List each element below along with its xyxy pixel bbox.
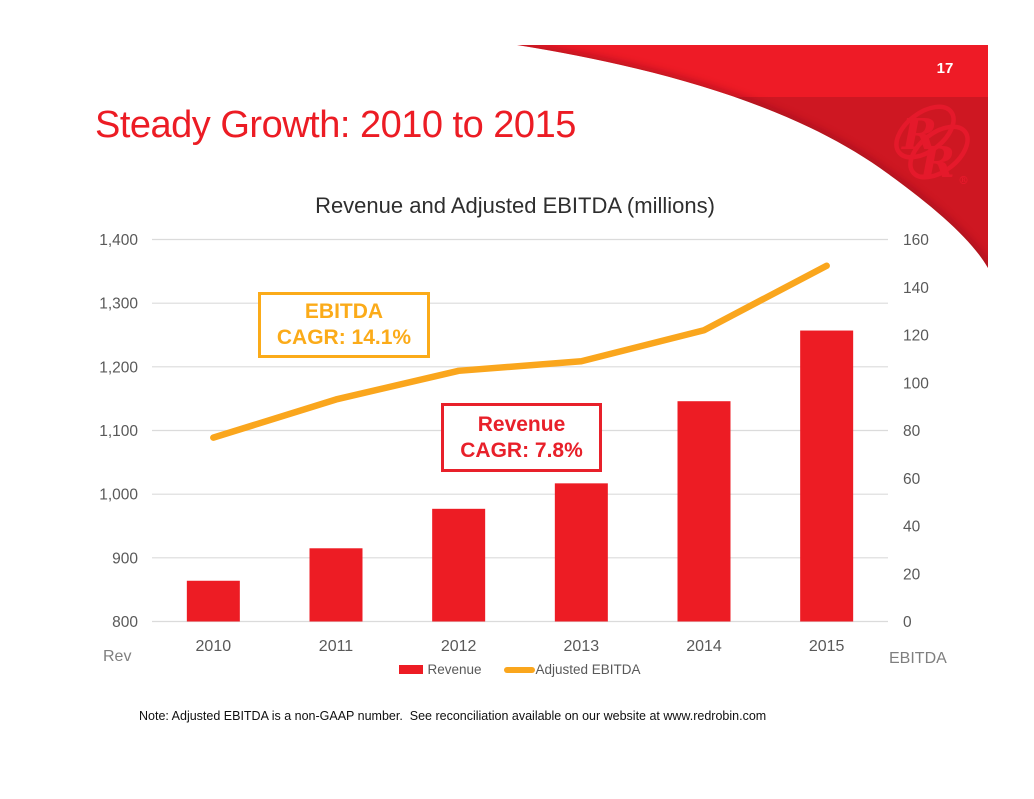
y-axis-right-tick-label: 20	[903, 566, 921, 583]
svg-text:®: ®	[958, 174, 969, 187]
revenue-cagr-line1: Revenue	[477, 412, 566, 436]
y-axis-right-tick-label: 100	[903, 375, 929, 392]
page-number: 17	[936, 60, 954, 77]
ebitda-cagr-line2: CAGR: 14.1%	[276, 326, 412, 349]
y-axis-right-tick-label: 120	[903, 328, 929, 345]
y-axis-right-tick-label: 160	[903, 232, 929, 249]
x-axis-tick-label: 2015	[809, 638, 845, 655]
ebitda-legend-swatch-icon	[503, 666, 535, 673]
ebitda-cagr-callout: EBITDA CAGR: 14.1%	[258, 292, 430, 358]
y-axis-left-tick-label: 1,400	[99, 232, 138, 249]
y-axis-left-tick-label: 800	[112, 614, 138, 631]
x-axis-tick-label: 2014	[686, 638, 722, 655]
y-axis-right-tick-label: 40	[903, 519, 921, 536]
right-axis-title: EBITDA	[889, 650, 947, 667]
revenue-cagr-line2: CAGR: 7.8%	[460, 438, 583, 462]
y-axis-left-tick-label: 1,100	[99, 423, 138, 440]
revenue-legend-swatch-icon	[399, 665, 424, 674]
svg-text:R: R	[919, 138, 955, 187]
y-axis-right-tick-label: 140	[903, 280, 929, 297]
svg-text:R: R	[901, 110, 937, 159]
ebitda-legend-label: Adjusted EBITDA	[535, 662, 641, 677]
revenue-bar-2012	[432, 508, 486, 622]
x-axis-tick-label: 2011	[319, 638, 354, 655]
legend-item-adjusted-ebitda: Adjusted EBITDA	[503, 662, 641, 677]
revenue-bar-2013	[554, 483, 608, 622]
y-axis-left-tick-label: 1,200	[99, 359, 138, 376]
y-axis-right-tick-label: 60	[903, 471, 921, 488]
revenue-cagr-callout: Revenue CAGR: 7.8%	[441, 403, 602, 472]
ebitda-cagr-line1: EBITDA	[304, 300, 384, 324]
x-axis-tick-label: 2010	[196, 638, 232, 655]
page-title: Steady Growth: 2010 to 2015	[95, 104, 576, 146]
adjusted-ebitda-line	[210, 262, 830, 441]
y-axis-left-tick-label: 1,000	[99, 487, 138, 504]
y-axis-left-tick-label: 1,300	[99, 296, 138, 313]
chart-title: Revenue and Adjusted EBITDA (millions)	[315, 193, 715, 218]
x-axis-tick-label: 2012	[441, 638, 477, 655]
revenue-bar-2011	[309, 548, 363, 622]
y-axis-left-tick-label: 900	[112, 550, 138, 567]
revenue-bar-2010	[186, 580, 240, 622]
y-axis-right-tick-label: 0	[903, 614, 912, 631]
chart-legend: Revenue Adjusted EBITDA	[152, 662, 888, 677]
legend-item-revenue: Revenue	[399, 662, 482, 677]
revenue-bar-2015	[800, 330, 854, 622]
footnote: Note: Adjusted EBITDA is a non-GAAP numb…	[139, 709, 767, 723]
x-axis-tick-label: 2013	[564, 638, 600, 655]
red-robin-logo-icon: R R ®	[894, 104, 970, 187]
revenue-bar-2014	[677, 401, 731, 622]
revenue-legend-label: Revenue	[427, 662, 482, 677]
left-axis-title: Rev	[103, 648, 132, 665]
y-axis-right-tick-label: 80	[903, 423, 921, 440]
